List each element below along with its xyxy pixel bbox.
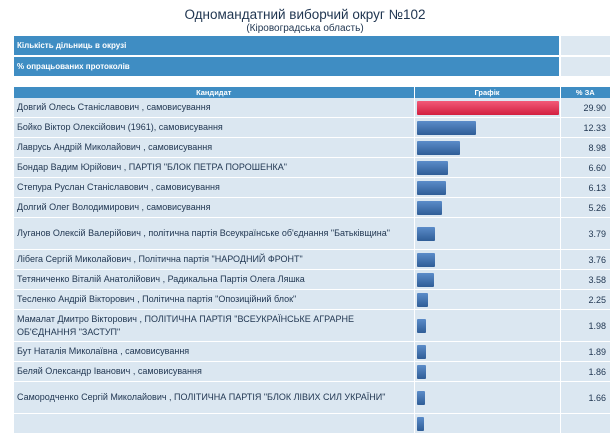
graph-cell [413, 217, 560, 250]
candidate-name: Бут Наталія Миколаївна , самовисування [14, 341, 414, 362]
candidate-name: Лібега Сергій Миколайович , Політична па… [14, 249, 414, 270]
info-label-protocols: % опрацьованих протоколів [14, 56, 560, 78]
vote-percent: 3.76 [559, 249, 610, 270]
column-header-candidate[interactable]: Кандидат [14, 87, 414, 98]
column-header-graph[interactable]: Графік [413, 87, 560, 98]
vote-percent: 12.33 [559, 117, 610, 138]
graph-cell [413, 137, 560, 158]
vote-bar [416, 200, 442, 215]
candidate-name [14, 413, 414, 434]
candidate-name: Луганов Олексій Валерійович , політична … [14, 217, 414, 250]
vote-percent: 5.26 [559, 197, 610, 218]
vote-bar [416, 292, 428, 307]
vote-bar [416, 272, 434, 287]
candidate-row: Мамалат Дмитро Вікторович , ПОЛІТИЧНА ПА… [14, 309, 610, 342]
candidate-name: Беляй Олександр Іванович , самовисування [14, 361, 414, 382]
vote-percent: 6.13 [559, 177, 610, 198]
vote-bar [416, 344, 426, 359]
vote-bar [416, 140, 460, 155]
vote-percent: 1.98 [559, 309, 610, 342]
candidate-row: Самородченко Сергій Миколайович , ПОЛІТИ… [14, 381, 610, 414]
vote-bar [416, 120, 476, 135]
candidate-name: Долгий Олег Володимирович , самовисуванн… [14, 197, 414, 218]
candidate-row: Степура Руслан Станіславович , самовисув… [14, 177, 610, 198]
vote-percent: 1.89 [559, 341, 610, 362]
candidate-row [14, 413, 610, 434]
candidate-row: Беляй Олександр Іванович , самовисування… [14, 361, 610, 382]
candidate-row: Довгий Олесь Станіславович , самовисуван… [14, 98, 610, 118]
vote-bar [416, 364, 426, 379]
candidate-row: Бондар Вадим Юрійович , ПАРТІЯ "БЛОК ПЕТ… [14, 157, 610, 178]
vote-bar [416, 318, 426, 333]
page-title: Одномандатний виборчий округ №102 [184, 7, 426, 22]
graph-cell [413, 381, 560, 414]
candidate-row: Долгий Олег Володимирович , самовисуванн… [14, 197, 610, 218]
graph-cell [413, 289, 560, 310]
candidate-name: Тесленко Андрій Вікторович , Політична п… [14, 289, 414, 310]
vote-bar [416, 252, 435, 267]
vote-percent: 1.86 [559, 361, 610, 382]
graph-cell [413, 157, 560, 178]
candidate-name: Бондар Вадим Юрійович , ПАРТІЯ "БЛОК ПЕТ… [14, 157, 414, 178]
results-header-row: Кандидат Графік % ЗА [14, 87, 610, 98]
candidate-row: Лаврусь Андрій Миколайович , самовисуван… [14, 137, 610, 158]
vote-bar [416, 390, 425, 405]
vote-bar [416, 226, 435, 241]
column-header-percent[interactable]: % ЗА [559, 87, 610, 98]
candidate-row: Бут Наталія Миколаївна , самовисування 1.… [14, 341, 610, 362]
info-value-stations [559, 36, 610, 57]
vote-percent: 3.79 [559, 217, 610, 250]
page-subtitle: (Кіровоградська область) [246, 23, 364, 34]
vote-bar [416, 180, 446, 195]
vote-bar [416, 416, 424, 431]
candidate-name: Тетяниченко Віталій Анатолійович , Радик… [14, 269, 414, 290]
graph-cell [413, 197, 560, 218]
candidate-name: Лаврусь Андрій Миколайович , самовисуван… [14, 137, 414, 158]
graph-cell [413, 177, 560, 198]
graph-cell [413, 309, 560, 342]
candidate-name: Довгий Олесь Станіславович , самовисуван… [14, 98, 414, 118]
info-value-protocols [559, 56, 610, 78]
graph-cell [413, 117, 560, 138]
district-info-table: Кількість дільниць в окрузі % опрацьован… [14, 36, 610, 78]
vote-bar [416, 160, 448, 175]
candidate-name: Самородченко Сергій Миколайович , ПОЛІТИ… [14, 381, 414, 414]
graph-cell [413, 269, 560, 290]
candidate-row: Лібега Сергій Миколайович , Політична па… [14, 249, 610, 270]
graph-cell [413, 249, 560, 270]
info-row: % опрацьованих протоколів [14, 56, 610, 78]
results-body: Довгий Олесь Станіславович , самовисуван… [14, 98, 610, 434]
vote-percent: 3.58 [559, 269, 610, 290]
vote-percent: 6.60 [559, 157, 610, 178]
vote-percent [559, 413, 610, 434]
candidate-row: Бойко Віктор Олексійович (1961), самовис… [14, 117, 610, 138]
vote-percent: 29.90 [559, 98, 610, 118]
info-label-stations: Кількість дільниць в окрузі [14, 36, 560, 57]
vote-percent: 1.66 [559, 381, 610, 414]
candidate-name: Мамалат Дмитро Вікторович , ПОЛІТИЧНА ПА… [14, 309, 414, 342]
candidate-row: Тесленко Андрій Вікторович , Політична п… [14, 289, 610, 310]
candidate-row: Луганов Олексій Валерійович , політична … [14, 217, 610, 250]
vote-bar [416, 100, 559, 115]
page-header: Одномандатний виборчий округ №102 (Кіров… [0, 0, 610, 34]
vote-percent: 8.98 [559, 137, 610, 158]
graph-cell [413, 361, 560, 382]
vote-percent: 2.25 [559, 289, 610, 310]
graph-cell [413, 341, 560, 362]
graph-cell [413, 98, 560, 118]
results-table: Кандидат Графік % ЗА Довгий Олесь Станіс… [14, 87, 610, 434]
info-row: Кількість дільниць в окрузі [14, 36, 610, 57]
candidate-name: Бойко Віктор Олексійович (1961), самовис… [14, 117, 414, 138]
candidate-row: Тетяниченко Віталій Анатолійович , Радик… [14, 269, 610, 290]
candidate-name: Степура Руслан Станіславович , самовисув… [14, 177, 414, 198]
graph-cell [413, 413, 560, 434]
